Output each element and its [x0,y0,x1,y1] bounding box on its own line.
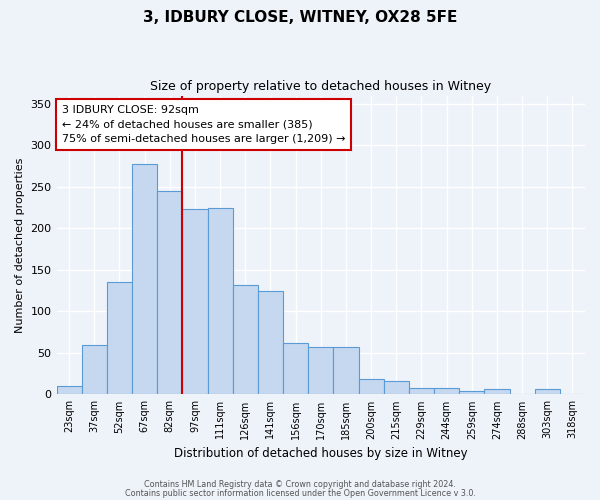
Y-axis label: Number of detached properties: Number of detached properties [15,158,25,332]
Bar [359,380,383,394]
Bar [56,386,82,394]
Bar [233,285,258,395]
Bar [132,164,157,394]
Bar [258,290,283,395]
Bar [535,390,560,394]
Bar [383,381,409,394]
Bar [459,391,484,394]
X-axis label: Distribution of detached houses by size in Witney: Distribution of detached houses by size … [174,447,467,460]
Bar [82,346,107,395]
Bar [409,388,434,394]
Bar [107,282,132,395]
Bar [283,343,308,394]
Bar [434,388,459,394]
Bar [484,390,509,394]
Bar [208,208,233,394]
Bar [182,210,208,394]
Text: Contains public sector information licensed under the Open Government Licence v : Contains public sector information licen… [125,488,475,498]
Text: 3 IDBURY CLOSE: 92sqm
← 24% of detached houses are smaller (385)
75% of semi-det: 3 IDBURY CLOSE: 92sqm ← 24% of detached … [62,104,346,144]
Bar [334,347,359,395]
Text: 3, IDBURY CLOSE, WITNEY, OX28 5FE: 3, IDBURY CLOSE, WITNEY, OX28 5FE [143,10,457,25]
Bar [157,191,182,394]
Bar [308,347,334,395]
Text: Contains HM Land Registry data © Crown copyright and database right 2024.: Contains HM Land Registry data © Crown c… [144,480,456,489]
Title: Size of property relative to detached houses in Witney: Size of property relative to detached ho… [150,80,491,93]
